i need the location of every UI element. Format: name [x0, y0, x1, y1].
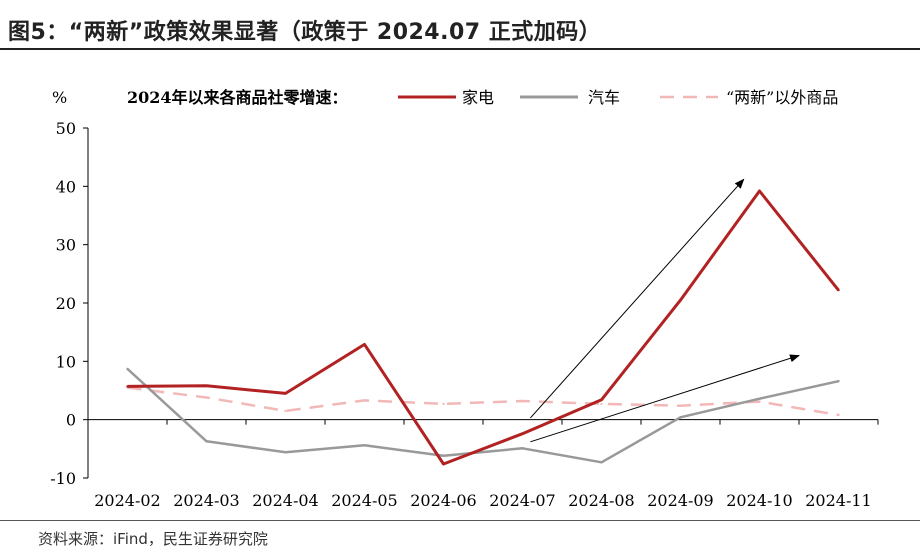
data-point [284, 451, 287, 454]
source-note: 资料来源：iFind，民生证券研究院 [38, 530, 268, 548]
x-tick-label: 2024-03 [173, 491, 239, 510]
data-point [442, 402, 445, 406]
series-line-2 [126, 367, 839, 464]
x-tick-label: 2024-08 [568, 491, 634, 510]
data-point [521, 432, 524, 435]
data-point [600, 461, 603, 464]
y-tick-label: 40 [56, 177, 76, 196]
legend-title: 2024年以来各商品社零增速： [127, 88, 348, 107]
y-tick-label: -10 [50, 469, 76, 488]
data-point [758, 397, 761, 400]
x-tick-label: 2024-06 [410, 491, 476, 510]
data-point [284, 409, 287, 413]
data-point [837, 413, 840, 417]
x-tick-label: 2024-02 [94, 491, 160, 510]
data-point [521, 447, 524, 450]
data-point [284, 392, 287, 395]
data-point [679, 404, 682, 407]
x-tick-label: 2024-11 [805, 491, 871, 510]
data-point [600, 402, 603, 406]
data-point [363, 343, 366, 346]
source-divider [0, 520, 920, 521]
y-axis-unit: % [52, 88, 67, 107]
data-point [758, 400, 761, 403]
data-point [837, 379, 840, 383]
data-point [837, 288, 840, 292]
line-chart: -10 0 10 20 30 40 50% 2024-02 2024-03 2024-04 2024… [50, 88, 879, 510]
legend-label-1: 家电 [462, 88, 494, 107]
data-point [363, 399, 366, 402]
data-point [126, 367, 129, 371]
data-point [205, 440, 208, 443]
data-point [363, 444, 366, 447]
data-point [205, 384, 208, 388]
x-tick-label: 2024-04 [252, 491, 318, 510]
y-tick-label: 50 [56, 119, 76, 138]
data-point [758, 189, 761, 193]
y-tick-label: 20 [56, 294, 76, 313]
x-tick-label: 2024-07 [489, 491, 555, 510]
series-line-3 [127, 386, 839, 417]
figure-title: 图5：“两新”政策效果显著（政策于 2024.07 正式加码） [8, 20, 602, 45]
series-line-1 [127, 189, 840, 466]
data-point [442, 462, 445, 466]
trend-arrow-2 [530, 354, 800, 443]
data-point [679, 298, 682, 302]
legend-label-3: “两新”以外商品 [726, 88, 838, 107]
y-tick-label: 10 [56, 352, 76, 371]
trend-arrow-1 [530, 178, 745, 419]
x-tick-label: 2024-09 [647, 491, 713, 510]
x-tick-label: 2024-10 [726, 491, 792, 510]
x-tick-label: 2024-05 [331, 491, 397, 510]
data-point [442, 454, 445, 458]
legend-label-2: 汽车 [588, 88, 620, 107]
data-point [600, 398, 603, 402]
data-point [521, 399, 524, 403]
data-point [679, 416, 682, 419]
data-point [126, 385, 129, 388]
y-tick-label: 0 [66, 411, 76, 430]
y-tick-label: 30 [56, 236, 76, 255]
title-divider [0, 48, 920, 50]
data-point [205, 396, 208, 399]
